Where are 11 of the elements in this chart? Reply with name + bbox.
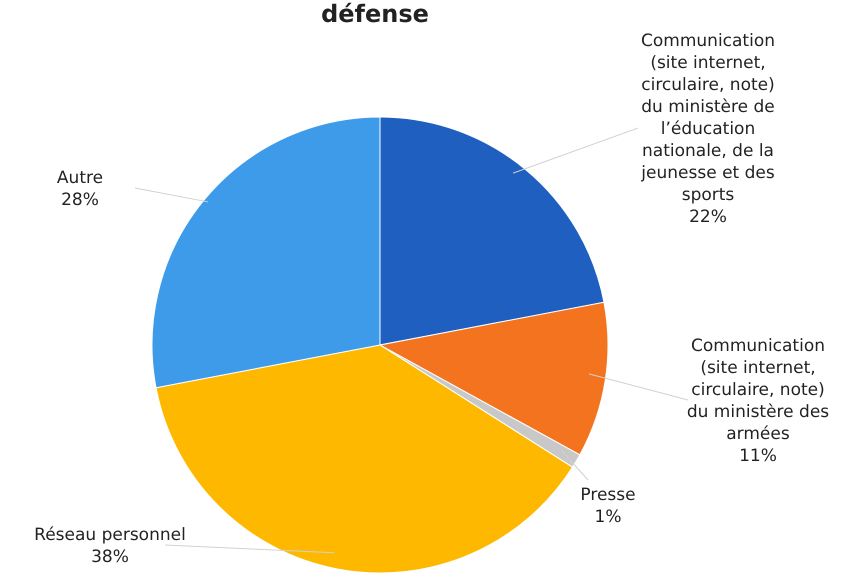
data-label: 1% [594,507,622,527]
slice-label: Communication (site internet, circulaire, note) du ministère de l’éducation nationale, de la jeunesse et des sports [640,31,775,205]
data-label: 22% [689,207,727,227]
slice-label: Autre [56,168,104,188]
data-label: 11% [739,446,777,466]
slice-label: Communication (site internet, circulaire, note) du ministère des armées [686,336,830,444]
data-label: 38% [91,547,129,567]
chart-title: défense [320,0,430,28]
slice-label: Presse [580,485,636,505]
slice-label: Réseau personnel [34,525,186,545]
data-label: 28% [61,190,99,210]
